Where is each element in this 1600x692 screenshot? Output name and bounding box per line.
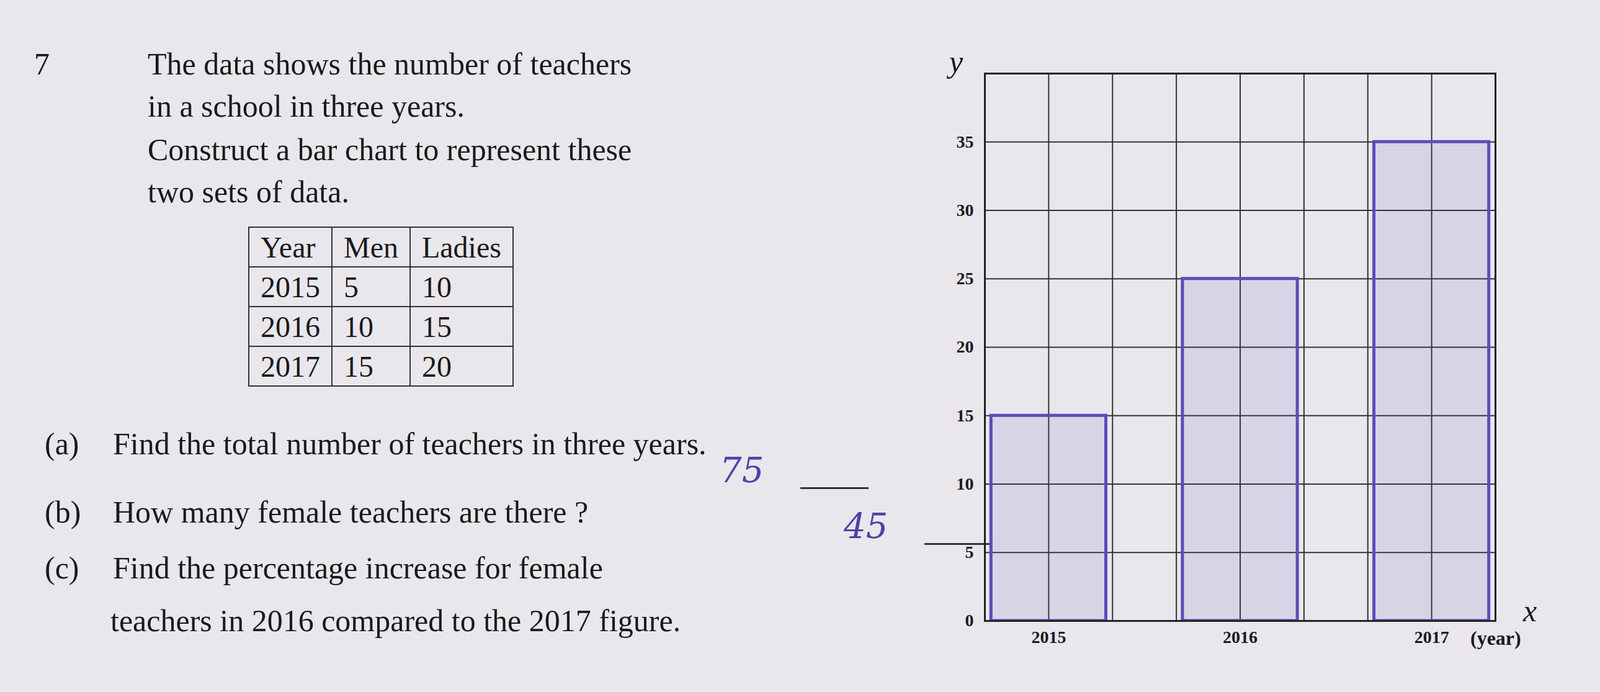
html-text:20: 20 [421, 349, 452, 383]
html-text:The data shows the number of t: The data shows the number of teachers [147, 46, 632, 82]
svg-text:30: 30 [956, 200, 975, 220]
html-text:Construct a bar chart to repre: Construct a bar chart to represent these [147, 132, 632, 167]
html-text:in a school in three years.: in a school in three years. [147, 88, 465, 124]
html-text:15: 15 [343, 349, 374, 383]
svg-text:15: 15 [956, 405, 975, 425]
html-text:75: 75 [719, 449, 764, 491]
html-text:Find the total number of teach: Find the total number of teachers in thr… [112, 426, 707, 461]
html-text:(c): (c) [44, 550, 80, 586]
html-text:2015: 2015 [260, 270, 321, 304]
html-text:Ladies: Ladies [421, 230, 502, 264]
html-text:y: y [949, 44, 963, 79]
html-text:(a): (a) [44, 426, 80, 461]
html-text:(b): (b) [44, 494, 81, 530]
svg-text:10: 10 [956, 473, 975, 494]
svg-text:25: 25 [956, 268, 975, 288]
svg-text:2017: 2017 [1414, 627, 1450, 647]
svg-text:2016: 2016 [1222, 627, 1258, 647]
html-text:10: 10 [343, 309, 374, 343]
svg-text:5: 5 [965, 542, 975, 562]
html-text:2016: 2016 [260, 309, 321, 343]
svg-text:35: 35 [956, 132, 975, 152]
svg-text:2015: 2015 [1031, 627, 1066, 647]
svg-text:0: 0 [965, 610, 975, 630]
html-text:Find the percentage increase f: Find the percentage increase for female [112, 550, 603, 586]
html-text:x: x [1523, 593, 1537, 628]
html-text:7: 7 [34, 46, 50, 82]
html-text:5: 5 [343, 270, 359, 304]
html-text:two sets of data.: two sets of data. [147, 174, 350, 210]
html-text:(year): (year) [1470, 626, 1522, 649]
html-text:Men: Men [343, 230, 399, 264]
html-text:teachers in 2016 compared to t: teachers in 2016 compared to the 2017 fi… [110, 603, 681, 638]
html-text:2017: 2017 [260, 349, 321, 383]
svg-text:20: 20 [956, 336, 975, 357]
html-text:45: 45 [843, 505, 888, 546]
html-text:How many female teachers are t: How many female teachers are there ? [112, 494, 589, 530]
html-text:10: 10 [421, 270, 452, 304]
html-text:15: 15 [421, 309, 452, 343]
html-text:Year: Year [260, 230, 316, 264]
